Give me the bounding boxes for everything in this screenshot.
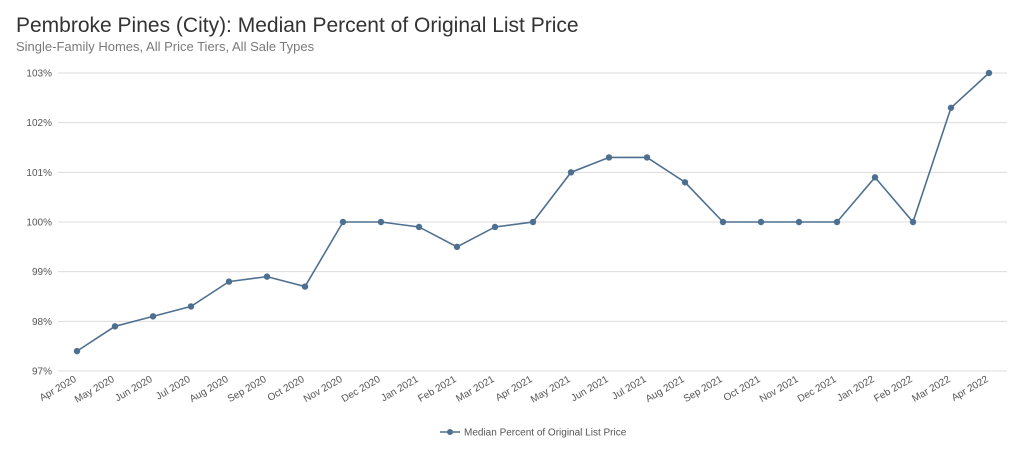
- chart-title: Pembroke Pines (City): Median Percent of…: [16, 14, 579, 37]
- data-point[interactable]: [225, 278, 233, 285]
- x-tick-label: Oct 2021: [722, 374, 763, 404]
- data-point[interactable]: [833, 218, 841, 226]
- data-point[interactable]: [871, 174, 879, 181]
- x-tick-label: Jun 2020: [113, 374, 155, 404]
- x-tick-label: Jul 2020: [154, 374, 193, 403]
- data-point[interactable]: [681, 179, 689, 186]
- legend[interactable]: Median Percent of Original List Price: [440, 428, 627, 439]
- data-point[interactable]: [149, 313, 157, 320]
- data-point[interactable]: [909, 218, 917, 226]
- data-point[interactable]: [263, 273, 271, 280]
- data-point[interactable]: [187, 303, 195, 310]
- data-point[interactable]: [73, 347, 81, 355]
- x-tick-label: Apr 2021: [494, 374, 535, 404]
- data-point[interactable]: [985, 69, 993, 77]
- chart-subtitle: Single-Family Homes, All Price Tiers, Al…: [16, 39, 315, 54]
- data-point[interactable]: [795, 218, 803, 226]
- data-point[interactable]: [567, 169, 575, 176]
- y-tick-label: 101%: [26, 168, 52, 179]
- x-tick-label: Apr 2022: [950, 374, 991, 404]
- x-tick-label: Jul 2021: [610, 374, 649, 403]
- gridlines: [58, 72, 1007, 372]
- x-tick-label: Aug 2020: [188, 374, 231, 405]
- x-tick-label: May 2020: [73, 374, 117, 406]
- data-point[interactable]: [719, 218, 727, 226]
- y-tick-label: 98%: [32, 317, 52, 328]
- data-point[interactable]: [947, 104, 955, 111]
- x-tick-label: Feb 2021: [416, 374, 458, 405]
- x-tick-label: Mar 2021: [454, 374, 496, 405]
- x-tick-label: Jan 2021: [379, 374, 421, 404]
- data-point[interactable]: [301, 283, 309, 290]
- x-tick-label: Sep 2021: [682, 374, 725, 405]
- data-point[interactable]: [339, 218, 347, 226]
- x-tick-label: Jun 2021: [569, 374, 611, 404]
- data-point[interactable]: [757, 218, 765, 226]
- x-tick-label: May 2021: [529, 374, 573, 406]
- y-tick-label: 102%: [26, 118, 52, 129]
- series-line: [76, 72, 990, 352]
- x-tick-label: Apr 2020: [38, 374, 79, 404]
- data-point[interactable]: [415, 223, 423, 231]
- data-point[interactable]: [529, 218, 537, 226]
- series-layer: [73, 69, 993, 355]
- x-tick-label: Oct 2020: [266, 374, 307, 404]
- y-tick-label: 100%: [26, 218, 52, 229]
- x-tick-label: Sep 2020: [226, 374, 269, 405]
- x-tick-label: Nov 2020: [302, 374, 345, 405]
- x-tick-label: Dec 2021: [796, 374, 839, 405]
- y-tick-label: 99%: [32, 267, 52, 278]
- data-point[interactable]: [643, 154, 651, 161]
- data-point[interactable]: [111, 323, 119, 330]
- y-axis-ticks: 97% 98% 99% 100% 101% 102% 103%: [26, 69, 52, 378]
- x-tick-label: Jan 2022: [835, 374, 877, 404]
- data-point[interactable]: [491, 223, 499, 231]
- y-tick-label: 103%: [26, 69, 52, 80]
- data-point[interactable]: [605, 154, 613, 161]
- legend-marker-point: [447, 429, 453, 435]
- y-tick-label: 97%: [32, 367, 52, 378]
- data-point[interactable]: [453, 243, 461, 251]
- data-point[interactable]: [377, 218, 385, 226]
- legend-label: Median Percent of Original List Price: [464, 428, 627, 439]
- x-tick-label: Dec 2020: [340, 374, 383, 405]
- x-tick-label: Aug 2021: [644, 374, 687, 405]
- x-tick-label: Nov 2021: [758, 374, 801, 405]
- x-tick-label: Mar 2022: [910, 374, 952, 405]
- x-tick-label: Feb 2022: [872, 374, 914, 405]
